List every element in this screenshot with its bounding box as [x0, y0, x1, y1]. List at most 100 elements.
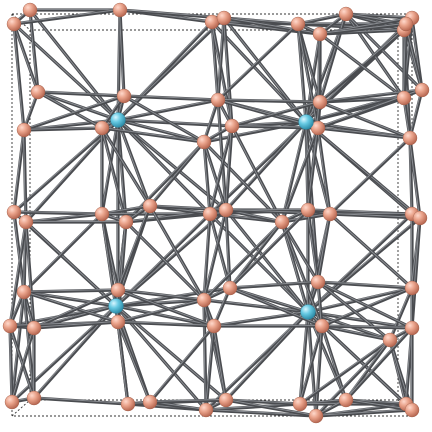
atom-small[interactable] [94, 206, 110, 222]
bond [28, 8, 40, 94]
atom-small[interactable] [222, 280, 238, 296]
atom-small[interactable] [26, 390, 42, 406]
atom-small[interactable] [118, 214, 134, 230]
atom-small[interactable] [414, 82, 430, 98]
bond [22, 290, 118, 308]
bond-highlight [116, 320, 214, 326]
bond-highlight [328, 212, 412, 288]
atom-large[interactable] [300, 304, 316, 320]
bond [344, 326, 414, 402]
bond [228, 280, 320, 290]
bond-highlight [10, 326, 34, 402]
atom-small[interactable] [120, 396, 136, 412]
bond-highlight [306, 286, 412, 312]
atom-small[interactable] [310, 120, 326, 136]
atom-small[interactable] [22, 2, 38, 18]
atom-small[interactable] [18, 214, 34, 230]
atom-small[interactable] [412, 210, 428, 226]
atom-small[interactable] [322, 206, 338, 222]
atom-small[interactable] [6, 16, 22, 32]
atom-small[interactable] [30, 84, 46, 100]
atom-small[interactable] [202, 206, 218, 222]
bond-highlight [28, 8, 118, 120]
bond-highlight [8, 324, 34, 398]
bond-highlight [32, 288, 118, 328]
atom-small[interactable] [398, 16, 414, 32]
atom-small[interactable] [26, 320, 42, 336]
atom-small[interactable] [382, 332, 398, 348]
bond-highlight [116, 118, 210, 214]
bond [12, 210, 26, 294]
atom-small[interactable] [142, 198, 158, 214]
atom-small[interactable] [110, 314, 126, 330]
atom-small[interactable] [196, 292, 212, 308]
atom-small[interactable] [196, 134, 212, 150]
atom-large[interactable] [108, 298, 124, 314]
atom-small[interactable] [16, 284, 32, 300]
atom-small[interactable] [4, 394, 20, 410]
atom-small[interactable] [274, 214, 290, 230]
bond-highlight [316, 280, 412, 328]
atom-small[interactable] [314, 318, 330, 334]
atom-small[interactable] [310, 274, 326, 290]
bond-highlight [408, 88, 422, 138]
atom-small[interactable] [396, 90, 412, 106]
bond-highlight [306, 310, 412, 328]
bond [12, 128, 26, 214]
atom-small[interactable] [2, 318, 18, 334]
atom-small[interactable] [404, 280, 420, 296]
atom-large[interactable] [298, 114, 314, 130]
bond-highlight [216, 22, 298, 100]
bond [296, 12, 348, 26]
bond-highlight [318, 32, 404, 98]
atom-small[interactable] [6, 204, 22, 220]
bond [32, 320, 120, 330]
atom-small[interactable] [218, 202, 234, 218]
bond-highlight [24, 212, 102, 222]
bond-highlight [12, 22, 24, 130]
atom-small[interactable] [300, 202, 316, 218]
bond-highlight [32, 304, 116, 398]
bond-highlight [116, 118, 232, 126]
atom-small[interactable] [142, 394, 158, 410]
atom-small[interactable] [206, 318, 222, 334]
bond-highlight [204, 324, 214, 410]
atom-small[interactable] [216, 10, 232, 26]
atom-small[interactable] [218, 392, 234, 408]
atom-small[interactable] [312, 26, 328, 42]
atom-small[interactable] [94, 120, 110, 136]
bond [8, 324, 14, 404]
atom-small[interactable] [290, 16, 306, 32]
bond-highlight [22, 128, 26, 222]
atom-small[interactable] [110, 282, 126, 298]
atom-small[interactable] [312, 94, 328, 110]
bond-highlight [202, 140, 210, 214]
atom-small[interactable] [338, 392, 354, 408]
atom-small[interactable] [210, 92, 226, 108]
atom-small[interactable] [402, 130, 418, 146]
bond [204, 402, 302, 412]
atom-small[interactable] [338, 6, 354, 22]
bond-highlight [22, 94, 124, 130]
atom-small[interactable] [112, 2, 128, 18]
bond-highlight [222, 16, 306, 122]
atom-small[interactable] [308, 408, 324, 424]
bond-highlight [280, 126, 318, 222]
bond-highlight [12, 210, 102, 214]
bond [408, 88, 424, 140]
atom-small[interactable] [224, 118, 240, 134]
atom-large[interactable] [110, 112, 126, 128]
atom-small[interactable] [16, 122, 32, 138]
bond-highlight [114, 208, 226, 306]
atom-small[interactable] [292, 396, 308, 412]
atom-small[interactable] [116, 88, 132, 104]
bond [328, 212, 422, 220]
atom-small[interactable] [198, 402, 214, 418]
atom-small[interactable] [404, 402, 420, 418]
atom-small[interactable] [404, 320, 420, 336]
bond [216, 22, 300, 102]
bond [202, 140, 212, 216]
bond-highlight [100, 126, 204, 142]
